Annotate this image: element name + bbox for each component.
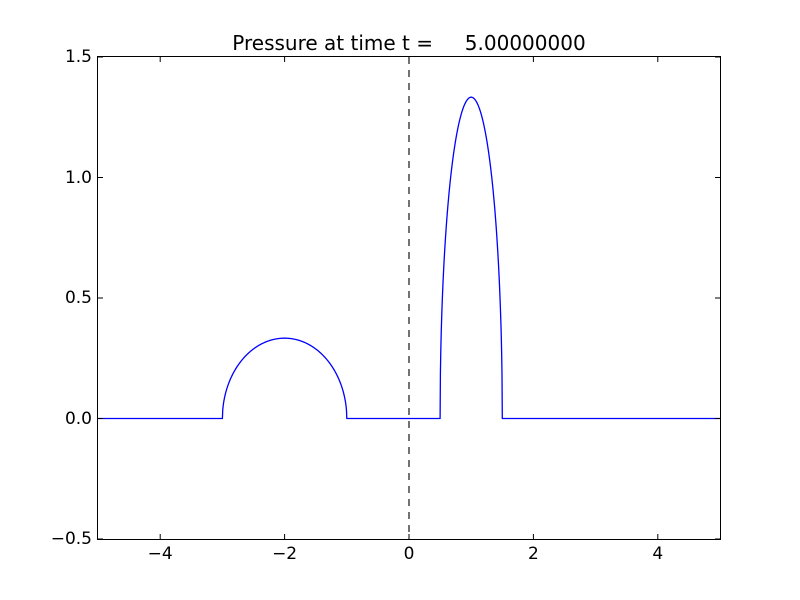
x-tick-label: 2 bbox=[527, 544, 539, 564]
y-tick-label: 1.5 bbox=[64, 47, 92, 67]
pressure-curve bbox=[98, 96, 720, 420]
y-tick-label: −0.5 bbox=[50, 529, 92, 549]
y-tick-label: 0.5 bbox=[64, 288, 92, 308]
y-tick-label: 0.0 bbox=[64, 408, 92, 429]
x-tick-label: 4 bbox=[652, 544, 664, 564]
x-tick-label: 0 bbox=[403, 544, 415, 564]
plot-canvas bbox=[98, 57, 720, 539]
x-tick-label: −4 bbox=[147, 544, 173, 564]
chart-title: Pressure at time t = 5.00000000 bbox=[232, 31, 586, 55]
plot-area bbox=[97, 56, 721, 540]
x-tick-label: −2 bbox=[272, 544, 298, 564]
y-tick-label: 1.0 bbox=[64, 167, 92, 188]
